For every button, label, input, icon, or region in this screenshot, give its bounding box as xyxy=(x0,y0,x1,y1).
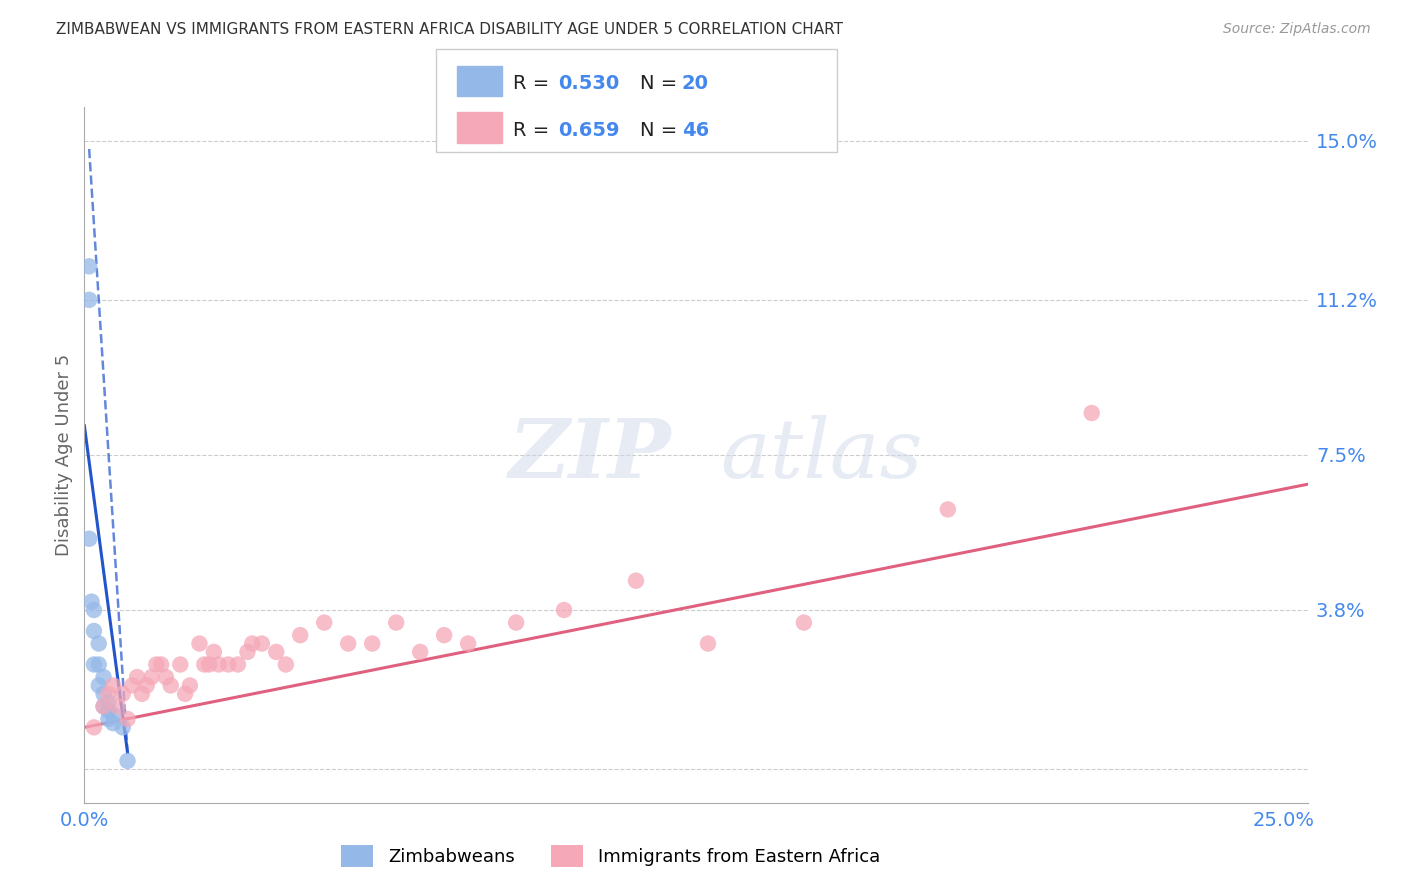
Point xyxy=(202,645,225,659)
Point xyxy=(361,636,384,650)
Point xyxy=(188,636,211,650)
Point xyxy=(240,636,263,650)
Text: 20: 20 xyxy=(682,74,709,93)
Point xyxy=(159,678,181,692)
Text: 0.659: 0.659 xyxy=(558,120,620,140)
Text: atlas: atlas xyxy=(720,415,922,495)
Point xyxy=(155,670,177,684)
Point xyxy=(83,657,105,672)
Point xyxy=(1080,406,1102,420)
Text: N =: N = xyxy=(640,74,683,93)
Point xyxy=(217,657,239,672)
Point xyxy=(226,657,249,672)
Point xyxy=(127,670,149,684)
Point xyxy=(93,699,115,714)
Point xyxy=(77,532,100,546)
Point xyxy=(145,657,167,672)
Point xyxy=(117,712,139,726)
Point xyxy=(97,687,120,701)
Point xyxy=(97,695,120,709)
Text: ZIMBABWEAN VS IMMIGRANTS FROM EASTERN AFRICA DISABILITY AGE UNDER 5 CORRELATION : ZIMBABWEAN VS IMMIGRANTS FROM EASTERN AF… xyxy=(56,22,844,37)
Point xyxy=(83,720,105,734)
Point xyxy=(93,687,115,701)
Text: 46: 46 xyxy=(682,120,709,140)
Point xyxy=(169,657,191,672)
Point xyxy=(505,615,527,630)
Point xyxy=(107,699,129,714)
Point xyxy=(433,628,456,642)
Y-axis label: Disability Age Under 5: Disability Age Under 5 xyxy=(55,354,73,556)
Point xyxy=(87,636,110,650)
Point xyxy=(83,603,105,617)
Point xyxy=(274,657,297,672)
Point xyxy=(193,657,215,672)
Point xyxy=(101,678,124,692)
Point xyxy=(457,636,479,650)
Point xyxy=(385,615,408,630)
Point xyxy=(250,636,273,650)
Point xyxy=(97,704,120,718)
Point xyxy=(314,615,336,630)
Point xyxy=(936,502,959,516)
Text: Source: ZipAtlas.com: Source: ZipAtlas.com xyxy=(1223,22,1371,37)
Point xyxy=(697,636,720,650)
Point xyxy=(111,720,134,734)
Point xyxy=(208,657,231,672)
Point xyxy=(624,574,647,588)
Point xyxy=(97,712,120,726)
Point xyxy=(409,645,432,659)
Legend: Zimbabweans, Immigrants from Eastern Africa: Zimbabweans, Immigrants from Eastern Afr… xyxy=(333,838,887,874)
Point xyxy=(80,594,103,608)
Text: 0.530: 0.530 xyxy=(558,74,620,93)
Point xyxy=(553,603,575,617)
Point xyxy=(77,260,100,274)
Point xyxy=(83,624,105,638)
Point xyxy=(290,628,312,642)
Point xyxy=(93,670,115,684)
Point xyxy=(337,636,360,650)
Text: ZIP: ZIP xyxy=(509,415,672,495)
Point xyxy=(77,293,100,307)
Point xyxy=(101,716,124,731)
Point xyxy=(179,678,201,692)
Point xyxy=(93,699,115,714)
Point xyxy=(141,670,163,684)
Text: R =: R = xyxy=(513,120,555,140)
Point xyxy=(87,678,110,692)
Text: R =: R = xyxy=(513,74,555,93)
Point xyxy=(198,657,221,672)
Point xyxy=(87,657,110,672)
Point xyxy=(131,687,153,701)
Point xyxy=(174,687,197,701)
Point xyxy=(135,678,157,692)
Point xyxy=(236,645,259,659)
Point xyxy=(111,687,134,701)
Point xyxy=(150,657,173,672)
Text: N =: N = xyxy=(640,120,683,140)
Point xyxy=(117,754,139,768)
Point xyxy=(793,615,815,630)
Point xyxy=(101,707,124,722)
Point xyxy=(264,645,287,659)
Point xyxy=(121,678,143,692)
